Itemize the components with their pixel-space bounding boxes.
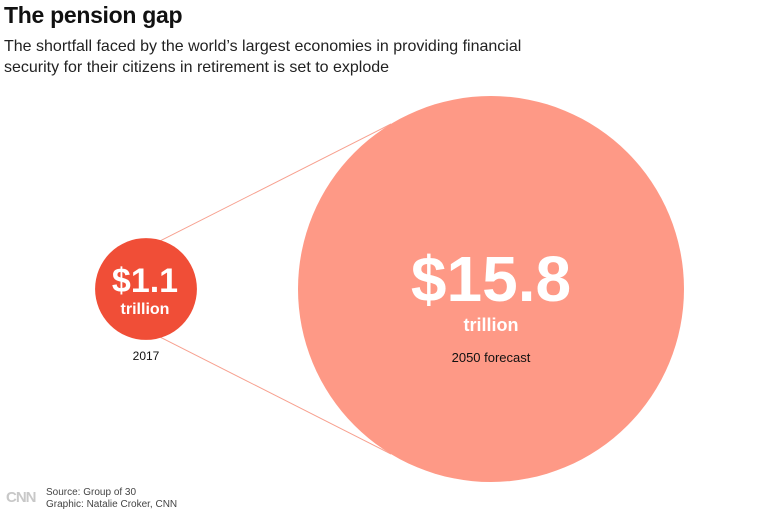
graphic-credit: Graphic: Natalie Croker, CNN <box>46 499 178 510</box>
source-note: Source: Group of 30 <box>46 487 137 498</box>
chart-subtitle: The shortfall faced by the world’s large… <box>4 38 522 76</box>
footer: CNN Source: Group of 30 Graphic: Natalie… <box>6 487 177 511</box>
connector-line-top <box>145 123 392 249</box>
bubble-2017 <box>95 238 197 340</box>
bubble-2050-unit: trillion <box>464 315 519 335</box>
connector-line-bottom <box>145 329 392 455</box>
bubble-2050-label: 2050 forecast <box>452 350 531 365</box>
bubble-2017-label: 2017 <box>133 349 160 363</box>
chart-title: The pension gap <box>4 2 183 28</box>
bubble-2017-value: $1.1 <box>112 262 178 300</box>
bubble-2050-forecast <box>298 96 684 482</box>
credits: Source: Group of 30 Graphic: Natalie Cro… <box>46 487 177 511</box>
bubble-2017-unit: trillion <box>121 301 170 318</box>
bubble-2050-value: $15.8 <box>411 243 571 315</box>
cnn-logo: CNN <box>6 489 37 506</box>
